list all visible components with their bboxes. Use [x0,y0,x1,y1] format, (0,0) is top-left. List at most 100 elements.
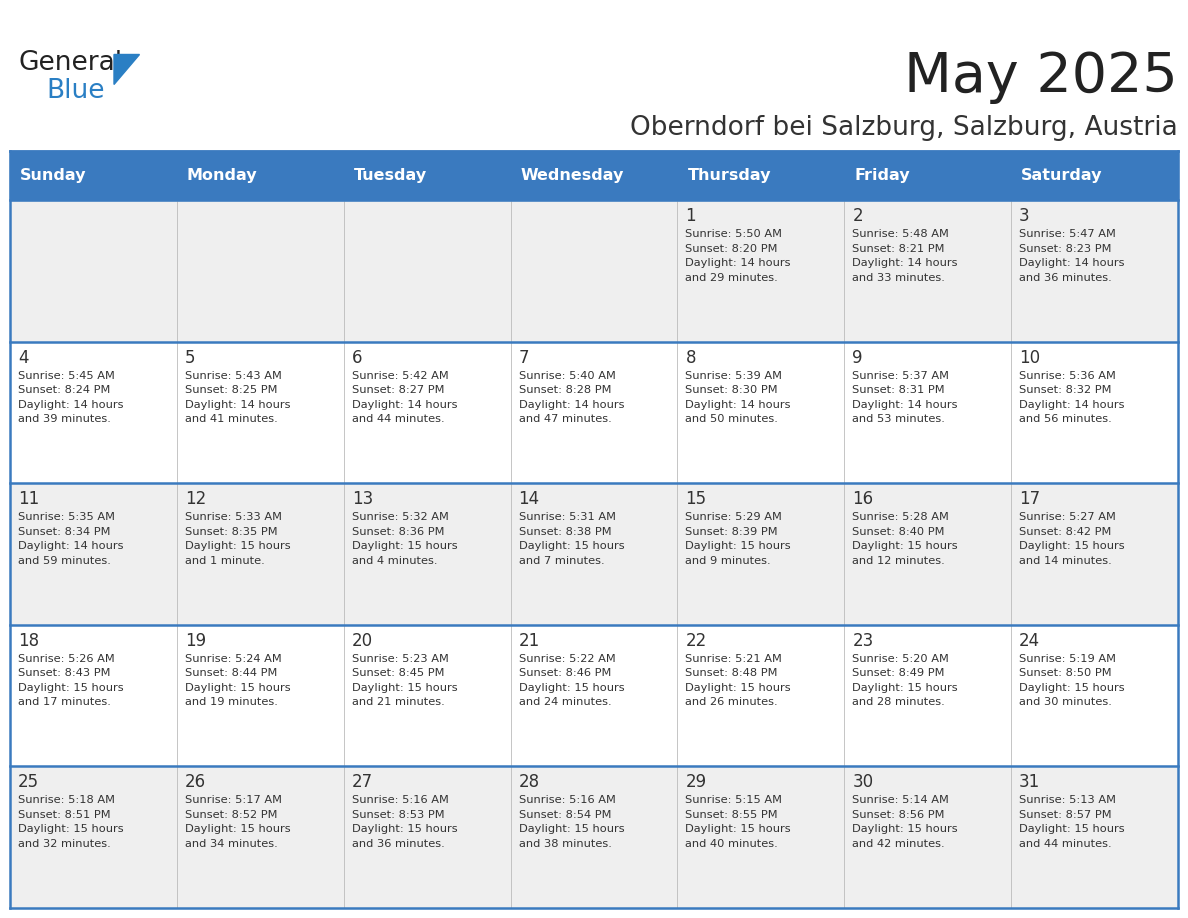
Text: Sunrise: 5:23 AM: Sunrise: 5:23 AM [352,654,449,664]
Text: and 42 minutes.: and 42 minutes. [852,839,944,849]
Text: 24: 24 [1019,632,1041,650]
Text: and 17 minutes.: and 17 minutes. [18,698,110,708]
Text: Sunday: Sunday [20,168,87,184]
Text: Sunrise: 5:24 AM: Sunrise: 5:24 AM [185,654,282,664]
Text: Oberndorf bei Salzburg, Salzburg, Austria: Oberndorf bei Salzburg, Salzburg, Austri… [631,115,1178,140]
Text: and 34 minutes.: and 34 minutes. [185,839,278,849]
Text: and 36 minutes.: and 36 minutes. [352,839,444,849]
Text: General: General [18,50,122,76]
Text: and 7 minutes.: and 7 minutes. [519,555,605,565]
Text: Daylight: 15 hours: Daylight: 15 hours [852,824,958,834]
Text: 28: 28 [519,774,539,791]
Text: Daylight: 15 hours: Daylight: 15 hours [1019,683,1125,693]
Text: Sunrise: 5:18 AM: Sunrise: 5:18 AM [18,795,115,805]
Text: 25: 25 [18,774,39,791]
Text: and 56 minutes.: and 56 minutes. [1019,414,1112,424]
Text: Blue: Blue [46,79,105,105]
Text: Daylight: 15 hours: Daylight: 15 hours [519,542,624,552]
Text: 29: 29 [685,774,707,791]
Text: and 14 minutes.: and 14 minutes. [1019,555,1112,565]
Text: Sunset: 8:56 PM: Sunset: 8:56 PM [852,810,944,820]
Text: Daylight: 15 hours: Daylight: 15 hours [519,683,624,693]
Bar [10,625,1178,767]
Text: 8: 8 [685,349,696,366]
Text: and 24 minutes.: and 24 minutes. [519,698,611,708]
Text: Sunset: 8:25 PM: Sunset: 8:25 PM [185,386,277,396]
Bar [10,483,1178,625]
Text: and 28 minutes.: and 28 minutes. [852,698,944,708]
Text: Sunset: 8:44 PM: Sunset: 8:44 PM [185,668,277,678]
Text: and 39 minutes.: and 39 minutes. [18,414,110,424]
Text: Sunset: 8:55 PM: Sunset: 8:55 PM [685,810,778,820]
Text: Sunrise: 5:50 AM: Sunrise: 5:50 AM [685,230,783,239]
Text: 4: 4 [18,349,29,366]
Text: 9: 9 [852,349,862,366]
Text: Sunrise: 5:42 AM: Sunrise: 5:42 AM [352,371,448,381]
Text: 2: 2 [852,207,862,225]
Text: Saturday: Saturday [1022,168,1102,184]
Text: Sunrise: 5:43 AM: Sunrise: 5:43 AM [185,371,282,381]
Text: Sunset: 8:39 PM: Sunset: 8:39 PM [685,527,778,537]
Text: and 41 minutes.: and 41 minutes. [185,414,278,424]
Bar [10,767,1178,908]
Text: Daylight: 14 hours: Daylight: 14 hours [852,258,958,268]
Text: Sunrise: 5:31 AM: Sunrise: 5:31 AM [519,512,615,522]
Text: 31: 31 [1019,774,1041,791]
Text: 26: 26 [185,774,206,791]
Text: Sunrise: 5:36 AM: Sunrise: 5:36 AM [1019,371,1116,381]
Text: Daylight: 15 hours: Daylight: 15 hours [685,542,791,552]
Text: Daylight: 15 hours: Daylight: 15 hours [852,683,958,693]
Text: Sunrise: 5:40 AM: Sunrise: 5:40 AM [519,371,615,381]
Text: Sunrise: 5:13 AM: Sunrise: 5:13 AM [1019,795,1117,805]
Text: Sunrise: 5:35 AM: Sunrise: 5:35 AM [18,512,115,522]
Text: Daylight: 14 hours: Daylight: 14 hours [685,258,791,268]
Text: Sunset: 8:42 PM: Sunset: 8:42 PM [1019,527,1112,537]
Text: Sunset: 8:24 PM: Sunset: 8:24 PM [18,386,110,396]
Text: 20: 20 [352,632,373,650]
Text: Sunrise: 5:32 AM: Sunrise: 5:32 AM [352,512,449,522]
Text: Sunrise: 5:29 AM: Sunrise: 5:29 AM [685,512,783,522]
Text: 27: 27 [352,774,373,791]
Text: and 9 minutes.: and 9 minutes. [685,555,771,565]
Text: and 21 minutes.: and 21 minutes. [352,698,444,708]
Text: 17: 17 [1019,490,1041,509]
Text: Daylight: 15 hours: Daylight: 15 hours [685,683,791,693]
Text: Sunset: 8:23 PM: Sunset: 8:23 PM [1019,243,1112,253]
Text: Sunrise: 5:21 AM: Sunrise: 5:21 AM [685,654,783,664]
Text: and 44 minutes.: and 44 minutes. [352,414,444,424]
Text: Sunset: 8:38 PM: Sunset: 8:38 PM [519,527,611,537]
Text: May 2025: May 2025 [904,50,1178,105]
Text: Sunset: 8:45 PM: Sunset: 8:45 PM [352,668,444,678]
Text: 5: 5 [185,349,195,366]
Text: and 12 minutes.: and 12 minutes. [852,555,944,565]
Text: 14: 14 [519,490,539,509]
Text: and 40 minutes.: and 40 minutes. [685,839,778,849]
Text: and 33 minutes.: and 33 minutes. [852,273,946,283]
Text: Sunset: 8:40 PM: Sunset: 8:40 PM [852,527,944,537]
Text: and 59 minutes.: and 59 minutes. [18,555,110,565]
Text: Monday: Monday [187,168,258,184]
Text: 19: 19 [185,632,206,650]
Text: 30: 30 [852,774,873,791]
Text: 3: 3 [1019,207,1030,225]
Bar [10,151,1178,200]
Text: Tuesday: Tuesday [354,168,426,184]
Text: Daylight: 15 hours: Daylight: 15 hours [1019,542,1125,552]
Text: Daylight: 15 hours: Daylight: 15 hours [185,824,291,834]
Text: Sunrise: 5:47 AM: Sunrise: 5:47 AM [1019,230,1116,239]
Text: Friday: Friday [854,168,910,184]
Text: Daylight: 15 hours: Daylight: 15 hours [352,824,457,834]
Text: Sunrise: 5:48 AM: Sunrise: 5:48 AM [852,230,949,239]
Text: 13: 13 [352,490,373,509]
Text: Sunset: 8:28 PM: Sunset: 8:28 PM [519,386,611,396]
Text: Daylight: 14 hours: Daylight: 14 hours [18,542,124,552]
Text: Sunset: 8:48 PM: Sunset: 8:48 PM [685,668,778,678]
Text: 1: 1 [685,207,696,225]
Text: and 29 minutes.: and 29 minutes. [685,273,778,283]
Text: 21: 21 [519,632,539,650]
Text: Sunrise: 5:22 AM: Sunrise: 5:22 AM [519,654,615,664]
Text: 15: 15 [685,490,707,509]
Text: Sunset: 8:32 PM: Sunset: 8:32 PM [1019,386,1112,396]
Text: Sunset: 8:46 PM: Sunset: 8:46 PM [519,668,611,678]
Text: Thursday: Thursday [688,168,771,184]
